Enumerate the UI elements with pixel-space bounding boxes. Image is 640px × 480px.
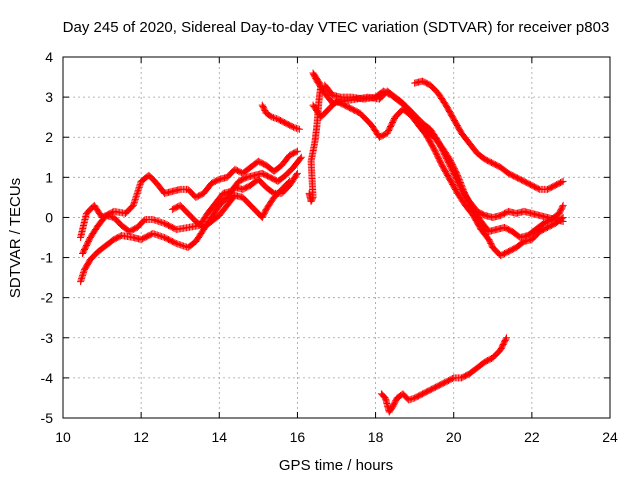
series-track-h xyxy=(321,81,567,225)
data-point-marker xyxy=(559,201,567,209)
x-tick-label: 22 xyxy=(524,429,540,445)
data-point-marker xyxy=(559,217,567,225)
y-tick-label: -4 xyxy=(41,370,54,386)
data-point-marker xyxy=(153,217,161,225)
plot-frame xyxy=(62,56,611,419)
data-point-marker xyxy=(290,123,298,131)
data-point-marker xyxy=(293,169,301,177)
y-tick-label: 2 xyxy=(45,129,53,145)
data-point-marker xyxy=(180,242,188,250)
data-point-marker xyxy=(293,147,301,155)
y-tick-label: -5 xyxy=(41,410,54,426)
series-track-a xyxy=(77,169,301,286)
series-track-b xyxy=(79,153,305,258)
x-tick-label: 20 xyxy=(446,429,462,445)
data-point-marker xyxy=(291,124,299,132)
data-point-marker xyxy=(406,395,414,403)
data-point-marker xyxy=(150,216,158,224)
x-tick-label: 10 xyxy=(55,429,71,445)
data-point-marker xyxy=(152,230,160,238)
data-point-marker xyxy=(297,153,305,161)
data-point-marker xyxy=(149,215,157,223)
series-track-c xyxy=(77,147,301,241)
data-point-marker xyxy=(150,230,158,238)
data-point-marker xyxy=(156,232,164,240)
data-point-marker xyxy=(152,216,160,224)
data-point-marker xyxy=(559,177,567,185)
data-point-marker xyxy=(284,178,292,186)
data-point-marker xyxy=(558,178,566,186)
y-tick-label: 3 xyxy=(45,89,53,105)
x-tick-label: 14 xyxy=(211,429,227,445)
x-tick-label: 12 xyxy=(133,429,149,445)
data-point-marker xyxy=(155,231,163,239)
y-tick-label: -1 xyxy=(41,250,54,266)
data-point-marker xyxy=(293,171,301,179)
series-track-e xyxy=(258,101,303,133)
data-point-marker xyxy=(158,218,166,226)
data-point-marker xyxy=(295,125,303,133)
data-point-marker xyxy=(156,218,164,226)
y-tick-label: 0 xyxy=(45,209,53,225)
series-track-d xyxy=(168,177,294,231)
data-point-marker xyxy=(149,229,157,237)
y-tick-label: -3 xyxy=(41,330,54,346)
series-track-i xyxy=(411,77,567,193)
x-tick-label: 18 xyxy=(368,429,384,445)
data-point-marker xyxy=(292,148,300,156)
data-point-marker xyxy=(296,155,304,163)
data-point-marker xyxy=(175,241,183,249)
data-point-marker xyxy=(271,114,279,122)
data-point-marker xyxy=(292,124,300,132)
y-tick-label: -2 xyxy=(41,290,54,306)
series-track-j xyxy=(377,334,510,416)
y-axis-label: SDTVAR / TECUs xyxy=(7,178,24,298)
data-point-marker xyxy=(172,240,180,248)
data-point-marker xyxy=(268,113,276,121)
x-tick-label: 16 xyxy=(290,429,306,445)
chart-title: Day 245 of 2020, Sidereal Day-to-day VTE… xyxy=(63,19,610,36)
data-point-marker xyxy=(158,232,166,240)
data-point-marker xyxy=(174,240,182,248)
data-point-marker xyxy=(448,375,456,383)
data-point-marker xyxy=(177,241,185,249)
data-point-marker xyxy=(408,395,416,403)
data-point-marker xyxy=(153,231,161,239)
data-point-marker xyxy=(269,114,277,122)
data-point-marker xyxy=(502,335,510,343)
y-tick-label: 1 xyxy=(45,169,53,185)
data-markers xyxy=(77,69,567,416)
data-point-marker xyxy=(286,177,294,185)
data-point-marker xyxy=(405,396,413,404)
data-point-marker xyxy=(534,185,542,193)
x-axis-label: GPS time / hours xyxy=(279,457,393,474)
data-point-marker xyxy=(502,334,510,342)
data-point-marker xyxy=(178,242,186,250)
data-point-marker xyxy=(294,125,302,133)
y-tick-label: 4 xyxy=(45,49,53,65)
data-point-marker xyxy=(558,203,566,211)
x-tick-label: 24 xyxy=(602,429,618,445)
data-point-marker xyxy=(155,217,163,225)
